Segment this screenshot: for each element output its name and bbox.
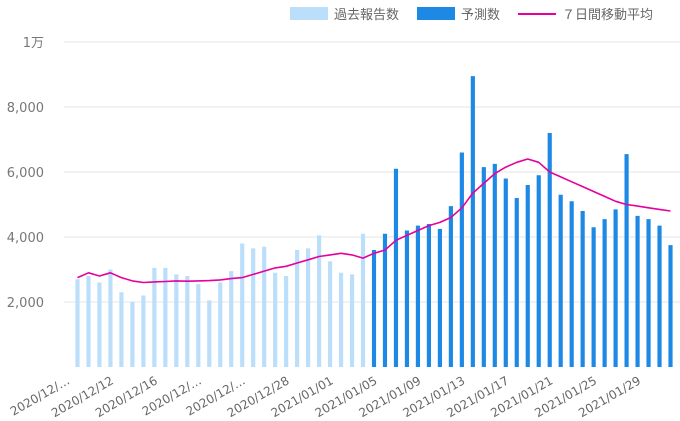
past-report-bar	[327, 261, 333, 367]
past-report-bar	[338, 272, 344, 367]
forecast-bar	[657, 225, 662, 367]
past-report-bar	[141, 295, 146, 367]
forecast-bar	[382, 233, 388, 367]
past-report-bar	[262, 246, 267, 367]
forecast-bar	[602, 219, 607, 367]
moving-average-polyline	[77, 158, 671, 284]
past-reports-bars	[75, 233, 366, 367]
past-report-bar	[295, 250, 300, 367]
forecast-bar	[624, 154, 629, 367]
past-report-bar	[75, 279, 80, 367]
legend-item-forecast[interactable]: 予測数	[417, 4, 500, 23]
legend-swatch-forecast	[417, 7, 456, 20]
legend-label-moving-average: ７日間移動平均	[562, 8, 654, 23]
forecast-bar	[558, 194, 563, 367]
legend-item-moving-average[interactable]: ７日間移動平均	[518, 4, 653, 23]
forecast-bar	[525, 185, 530, 367]
forecast-bar	[437, 228, 442, 367]
forecast-bar	[613, 209, 618, 367]
past-report-bar	[360, 233, 366, 367]
past-report-bar	[196, 284, 201, 367]
past-report-bar	[207, 300, 212, 367]
past-report-bar	[97, 282, 102, 367]
y-tick-label: 4,000	[7, 231, 44, 246]
forecast-bar	[503, 178, 508, 367]
y-tick-label: 1万	[23, 36, 44, 51]
forecast-bar	[646, 219, 651, 367]
legend: 過去報告数 予測数 ７日間移動平均	[290, 4, 671, 23]
past-report-bar	[240, 243, 245, 367]
past-report-bar	[306, 248, 311, 367]
forecast-bar	[481, 167, 486, 367]
forecast-bar	[547, 133, 552, 367]
forecast-bar	[635, 215, 640, 367]
past-report-bar	[174, 274, 179, 367]
forecast-bar	[426, 224, 431, 367]
forecast-bar	[580, 211, 585, 367]
y-tick-label: 6,000	[7, 166, 44, 181]
forecast-bar	[470, 76, 475, 367]
past-report-bar	[229, 271, 234, 367]
past-report-bar	[273, 272, 278, 367]
past-report-bar	[152, 267, 157, 367]
forecast-bar	[404, 230, 410, 367]
gridlines	[64, 41, 680, 303]
past-report-bar	[185, 276, 190, 367]
past-report-bar	[86, 276, 91, 367]
legend-swatch-past	[290, 7, 328, 20]
forecast-bar	[536, 175, 541, 367]
forecast-bar	[448, 206, 453, 367]
forecast-bar	[668, 245, 673, 367]
y-axis-ticks: 2,000 4,000 6,000 8,000 1万	[7, 36, 44, 311]
forecast-bar	[459, 152, 464, 367]
legend-label-forecast: 予測数	[461, 8, 501, 23]
forecast-bar	[514, 198, 519, 367]
y-tick-label: 2,000	[7, 296, 44, 311]
past-report-bar	[108, 269, 113, 367]
past-report-bar	[317, 235, 322, 367]
moving-average-line	[77, 158, 671, 284]
forecast-bar	[492, 163, 497, 367]
legend-swatch-moving-average	[518, 12, 557, 15]
x-axis-ticks: 2020/12/…2020/12/122020/12/162020/12/…20…	[8, 373, 643, 420]
forecast-bar	[569, 201, 574, 367]
forecast-bar	[393, 168, 399, 367]
past-report-bar	[284, 276, 289, 367]
past-report-bar	[119, 292, 124, 367]
legend-item-past[interactable]: 過去報告数	[290, 4, 399, 23]
past-report-bar	[251, 248, 256, 367]
past-report-bar	[218, 282, 223, 367]
past-report-bar	[130, 302, 135, 367]
y-tick-label: 8,000	[7, 101, 44, 116]
forecast-bar	[371, 250, 377, 367]
forecast-bars	[371, 76, 673, 367]
forecast-bar	[591, 227, 596, 367]
forecast-bar	[415, 225, 421, 367]
past-report-bar	[349, 274, 355, 367]
past-report-bar	[163, 267, 168, 367]
legend-label-past: 過去報告数	[334, 8, 400, 23]
